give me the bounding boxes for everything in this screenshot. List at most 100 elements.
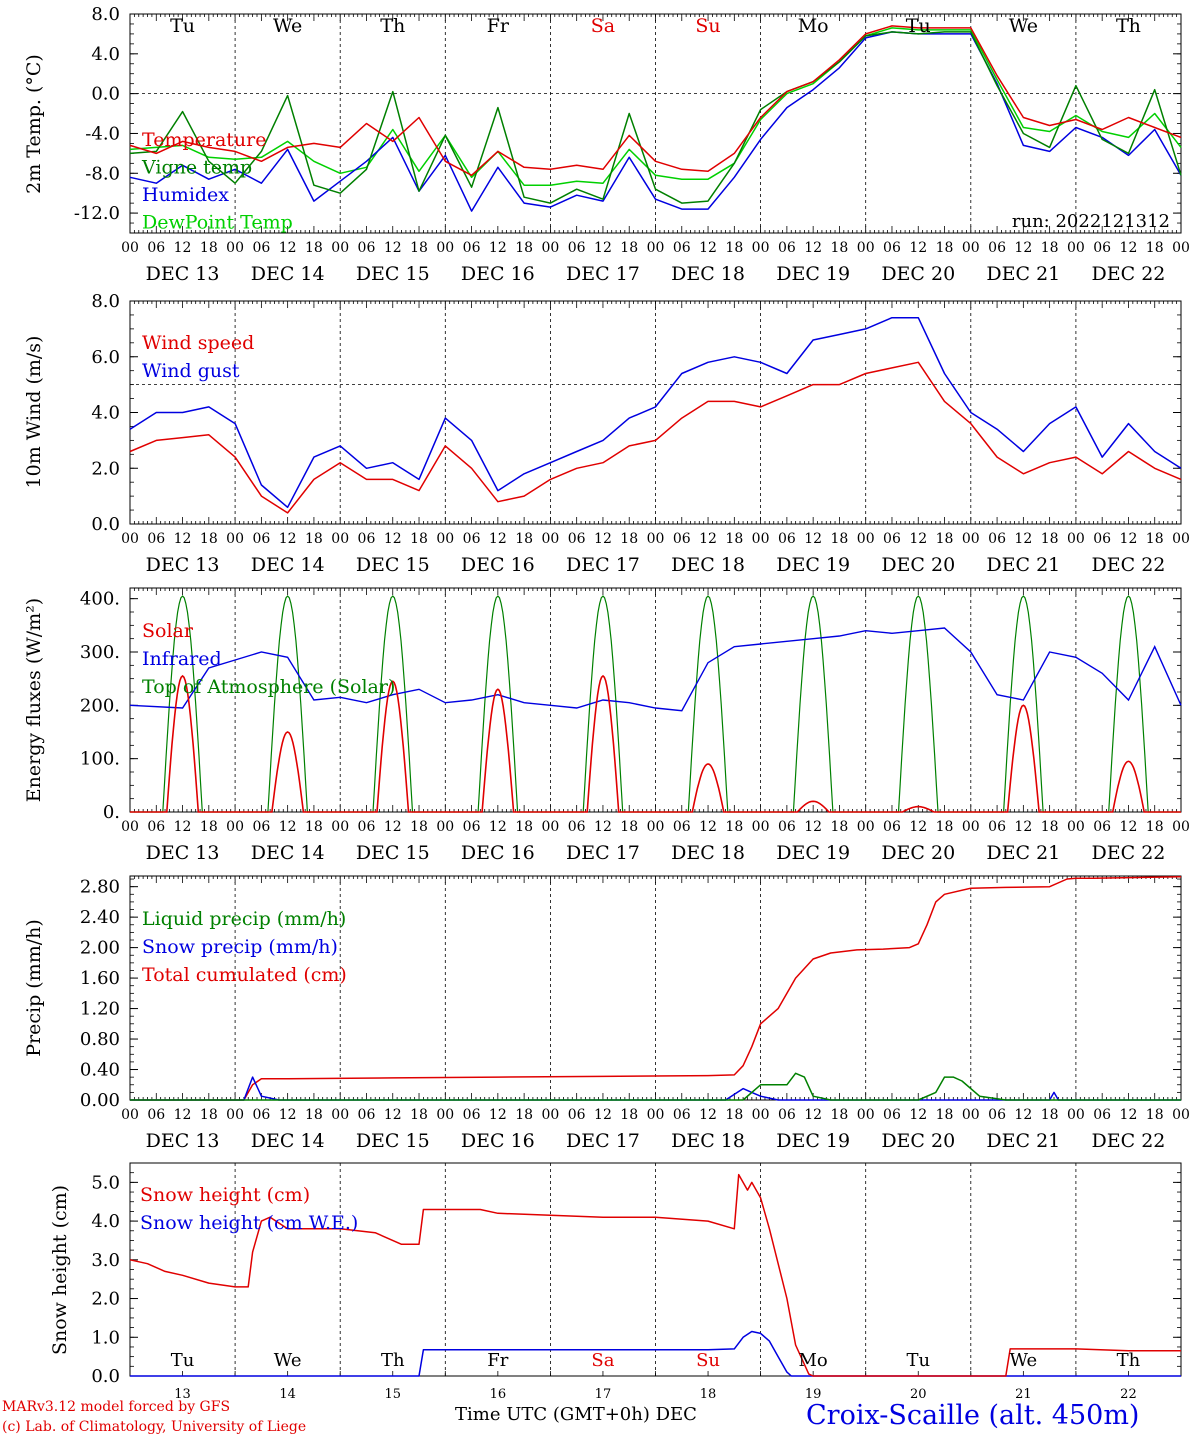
x-hour-label: 06 (252, 531, 270, 547)
weekday-label: Sa (591, 1350, 614, 1371)
x-hour-label: 12 (1120, 240, 1138, 256)
x-hour-label: 06 (673, 531, 691, 547)
panel-3: 0. 100. 200. 300. 400. Energy fluxes (W/m²) 00… (23, 587, 1190, 864)
x-hour-label: 18 (725, 1107, 743, 1123)
x-hour-label: 00 (962, 1107, 980, 1123)
model-line: MARv3.12 model forced by GFS (2, 1399, 231, 1415)
x-hour-label: 06 (463, 1107, 481, 1123)
x-date-label: DEC 13 (146, 263, 220, 285)
y-tick-label: 4.0 (91, 44, 120, 65)
legend-entry: Snow precip (mm/h) (142, 936, 338, 958)
x-hour-label: 06 (1093, 531, 1111, 547)
y-tick-label: -8.0 (85, 163, 120, 184)
x-date-label: DEC 15 (356, 554, 430, 576)
x-date-label: DEC 21 (986, 842, 1060, 864)
x-date-label: DEC 17 (566, 1130, 640, 1152)
x-hour-label: 06 (147, 240, 165, 256)
weekday-label: Th (380, 15, 405, 37)
x-hour-label: 06 (252, 240, 270, 256)
series-total-cumulated-cm- (130, 876, 1182, 1101)
x-hour-label: 00 (1067, 819, 1085, 835)
x-hour-label: 18 (620, 531, 638, 547)
x-hour-label: 18 (305, 531, 323, 547)
x-hour-label: 00 (121, 819, 139, 835)
weekday-label: We (1010, 1350, 1038, 1371)
x-date-label: DEC 16 (461, 842, 535, 864)
y-tick-label: 300. (80, 642, 120, 663)
legend-entry: Infrared (142, 648, 222, 670)
x-date-label: DEC 20 (881, 842, 955, 864)
x-hour-label: 00 (541, 819, 559, 835)
weekday-label: Su (696, 1350, 720, 1371)
x-hour-label: 00 (857, 1107, 875, 1123)
x-hour-label: 12 (594, 531, 612, 547)
legend-entry: Top of Atmosphere (Solar) (142, 676, 395, 698)
x-hour-label: 06 (988, 1107, 1006, 1123)
x-hour-label: 06 (673, 1107, 691, 1123)
x-hour-label: 18 (305, 1107, 323, 1123)
x-hour-label: 06 (883, 1107, 901, 1123)
series-temperature (129, 25, 1182, 177)
series-snow-precip-mm-h- (130, 1076, 1181, 1101)
x-hour-label: 06 (147, 531, 165, 547)
x-hour-label: 00 (331, 240, 349, 256)
x-hour-label: 12 (804, 240, 822, 256)
day-number-label: 14 (279, 1387, 296, 1402)
weekday-label: Th (1116, 15, 1141, 37)
x-hour-label: 00 (541, 531, 559, 547)
x-date-label: DEC 16 (461, 263, 535, 285)
x-hour-label: 12 (699, 240, 717, 256)
x-hour-label: 12 (174, 240, 192, 256)
series-solar (130, 674, 1181, 813)
day-number-label: 15 (384, 1387, 401, 1402)
x-hour-label: 12 (1120, 819, 1138, 835)
x-hour-label: 18 (410, 240, 428, 256)
day-number-label: 17 (595, 1387, 612, 1402)
weekday-label: Tu (170, 15, 195, 37)
y-tick-label: 8.0 (91, 291, 120, 312)
series-humidex (129, 31, 1182, 212)
x-hour-label: 12 (174, 819, 192, 835)
y-tick-label: 5.0 (91, 1172, 120, 1193)
x-hour-label: 18 (831, 240, 849, 256)
x-hour-label: 00 (1067, 240, 1085, 256)
x-hour-label: 12 (489, 240, 507, 256)
x-hour-label: 06 (463, 240, 481, 256)
x-hour-label: 06 (358, 240, 376, 256)
x-hour-label: 00 (226, 531, 244, 547)
y-tick-label: 2.0 (91, 458, 120, 479)
y-tick-label: -4.0 (85, 123, 120, 144)
day-number-label: 19 (805, 1387, 822, 1402)
y-tick-label: 0.00 (80, 1090, 120, 1111)
weekday-label: We (274, 1350, 302, 1371)
x-hour-label: 18 (1146, 531, 1164, 547)
x-hour-label: 06 (358, 531, 376, 547)
x-hour-label: 06 (1093, 819, 1111, 835)
x-hour-label: 12 (279, 240, 297, 256)
x-hour-label: 12 (804, 819, 822, 835)
legend-entry: Wind gust (142, 360, 240, 382)
y-tick-label: 2.80 (80, 877, 120, 898)
weekday-label: Th (1117, 1350, 1141, 1371)
x-date-label: DEC 13 (146, 554, 220, 576)
legend-entry: Humidex (142, 184, 229, 206)
x-hour-label: 18 (831, 531, 849, 547)
series-wind-speed (129, 361, 1182, 514)
series-snow-height-cm-w-e- (130, 1330, 1181, 1377)
x-hour-label: 00 (857, 819, 875, 835)
x-hour-label: 00 (1172, 819, 1190, 835)
x-hour-label: 00 (436, 531, 454, 547)
y-tick-label: -12.0 (74, 203, 120, 224)
x-hour-label: 18 (936, 240, 954, 256)
x-hour-label: 12 (174, 1107, 192, 1123)
x-hour-label: 00 (752, 1107, 770, 1123)
legend-entry: Wind speed (142, 332, 254, 354)
panel-1: 8.0 4.0 0.0 -4.0 -8.0 -12.0 2m Temp. (°C) 00 06 1… (23, 4, 1190, 285)
x-hour-label: 18 (515, 1107, 533, 1123)
y-tick-label: 1.20 (80, 999, 120, 1020)
x-date-label: DEC 14 (251, 554, 325, 576)
weekday-label: We (1009, 15, 1038, 37)
x-hour-label: 12 (804, 531, 822, 547)
x-hour-label: 06 (147, 819, 165, 835)
x-hour-label: 18 (410, 531, 428, 547)
